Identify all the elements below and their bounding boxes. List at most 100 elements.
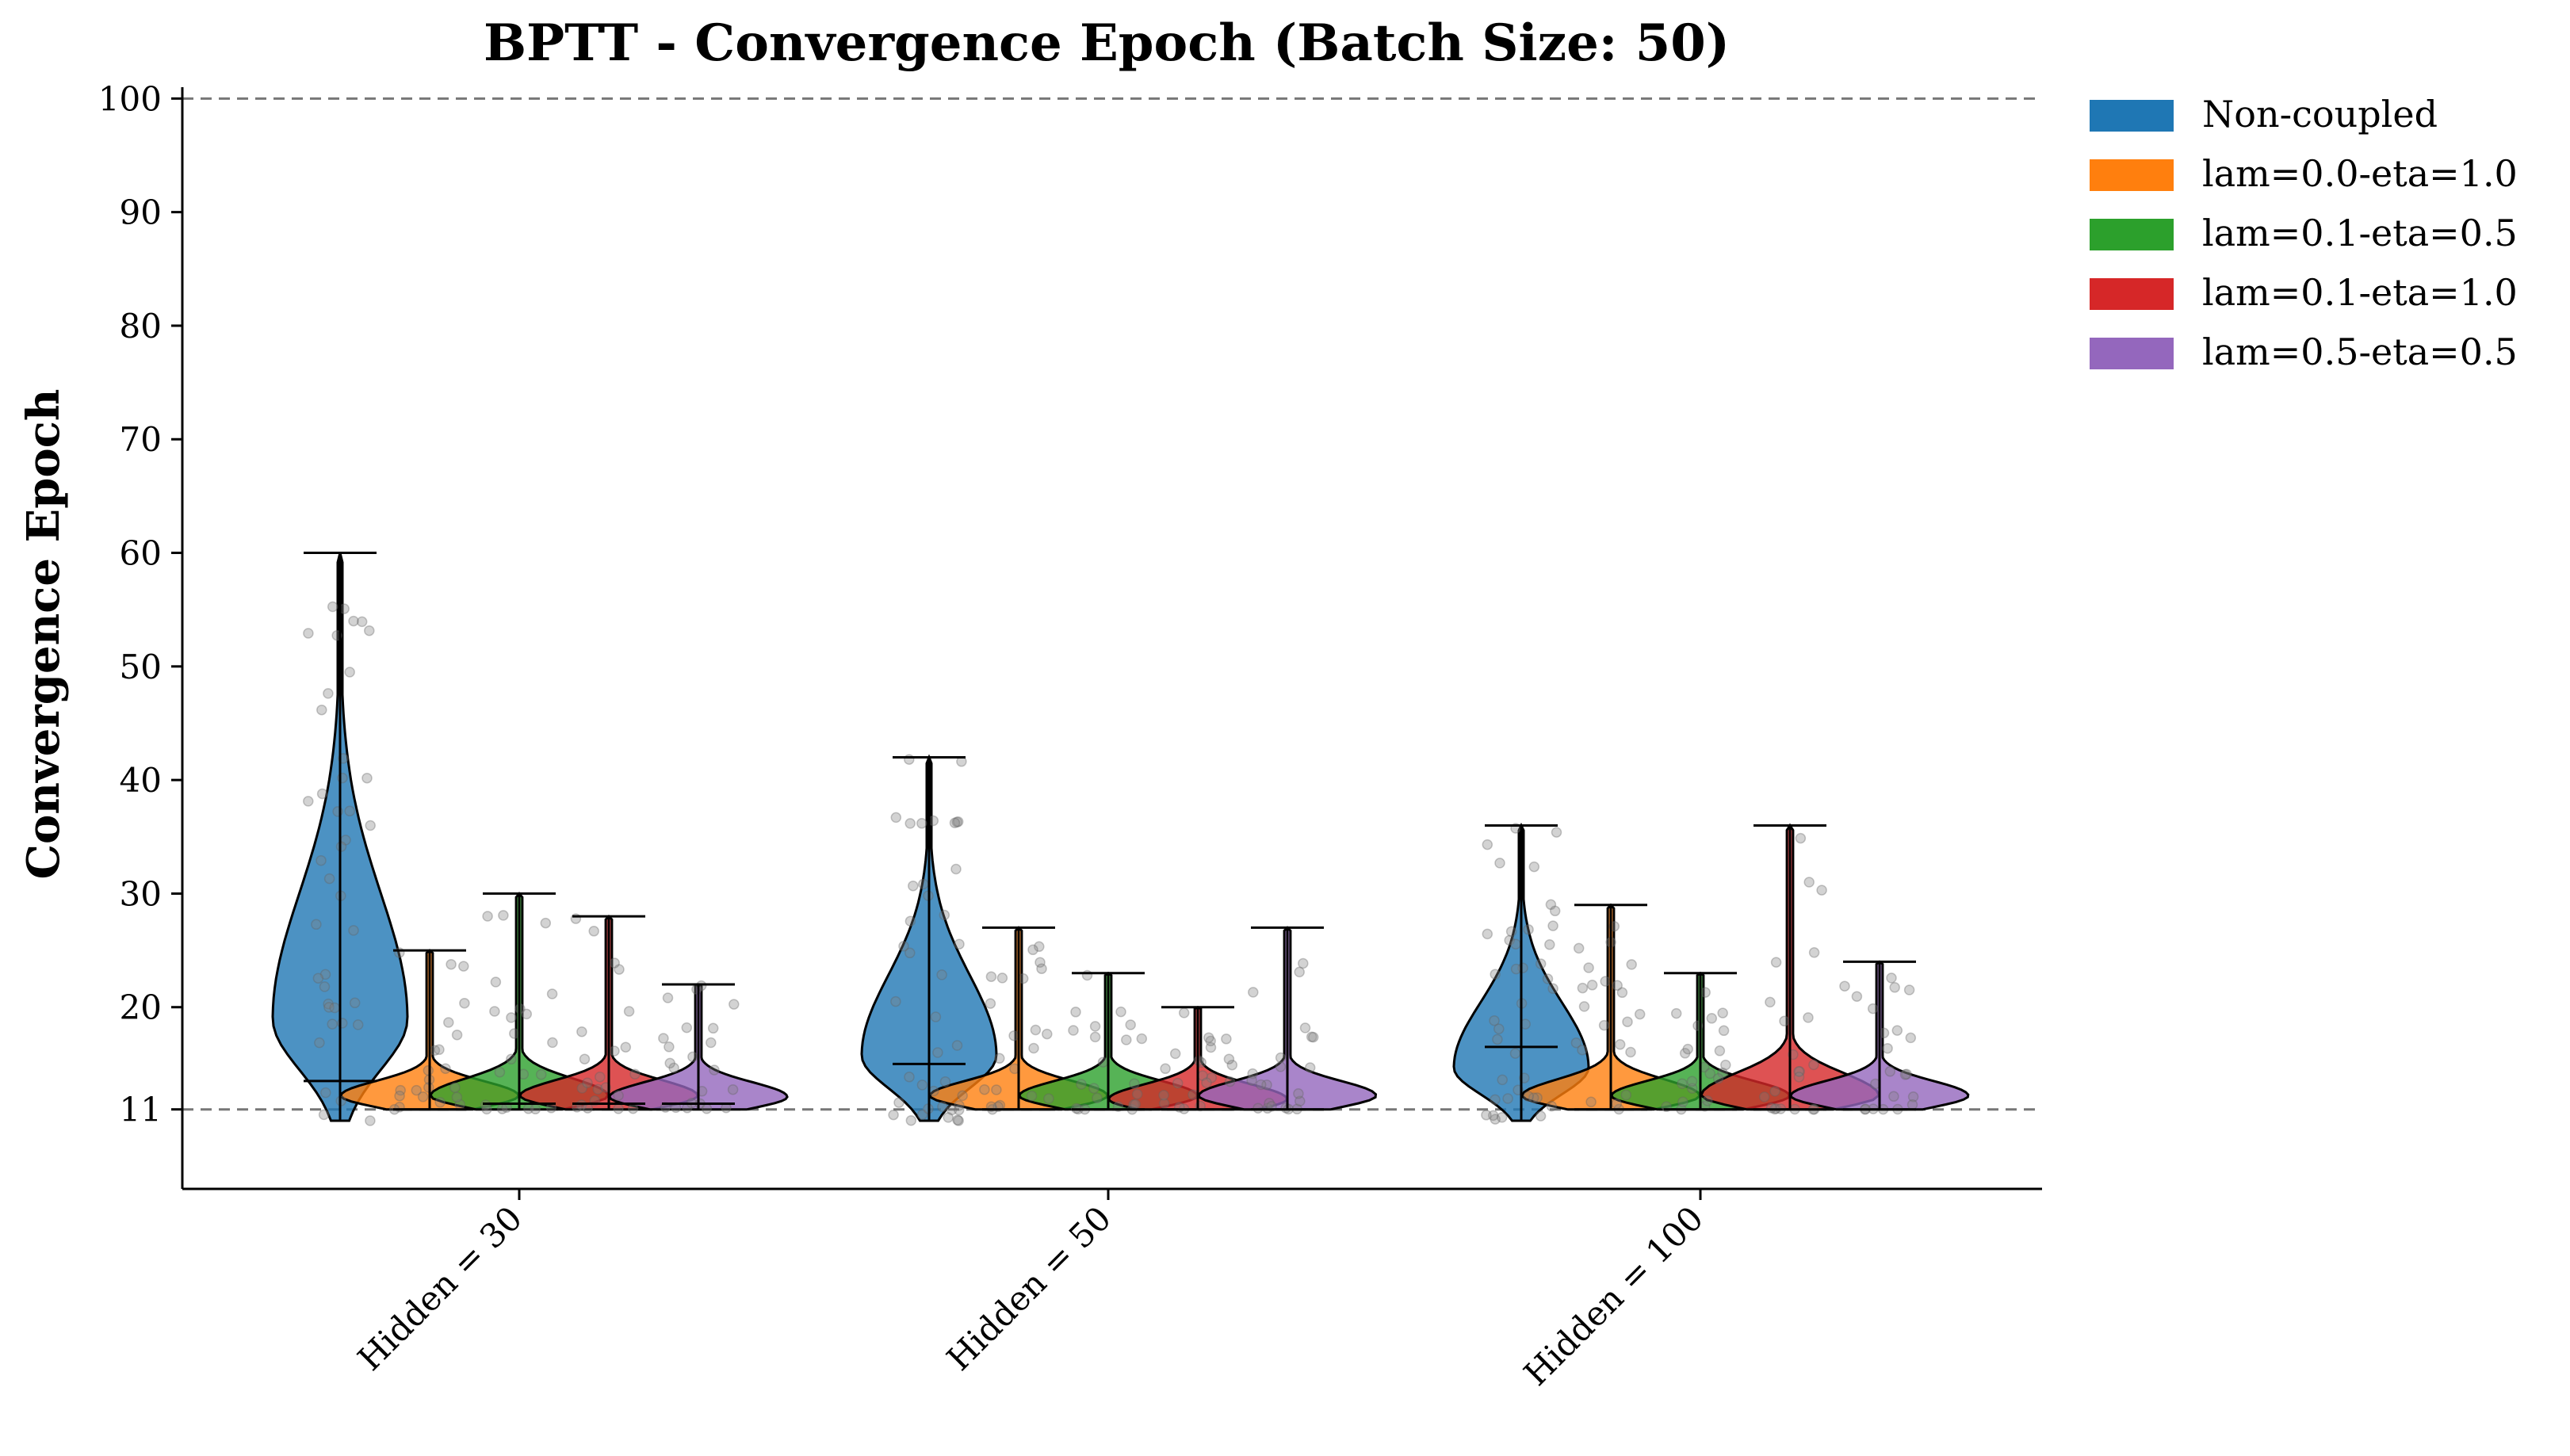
y-tick-label: 60	[120, 534, 162, 573]
data-point	[1704, 1068, 1715, 1080]
data-point	[949, 817, 961, 828]
data-point	[1307, 1031, 1319, 1043]
data-point	[1570, 1037, 1582, 1049]
data-point	[320, 1087, 331, 1099]
data-point	[729, 999, 740, 1010]
data-point	[1203, 1032, 1214, 1043]
data-point	[1907, 1091, 1919, 1103]
data-point	[1089, 1021, 1101, 1032]
data-point	[1839, 980, 1850, 992]
data-point	[952, 1114, 963, 1125]
data-point	[365, 1115, 376, 1126]
data-point	[620, 1041, 632, 1053]
data-point	[458, 961, 469, 972]
data-point	[1679, 1048, 1691, 1059]
data-point	[1547, 983, 1558, 995]
data-point	[1070, 1007, 1081, 1018]
data-point	[1546, 1100, 1558, 1112]
data-point	[1586, 980, 1598, 991]
data-point	[1502, 1093, 1513, 1104]
data-point	[1765, 1103, 1777, 1114]
data-point	[1482, 839, 1493, 850]
data-point	[356, 616, 368, 628]
data-point	[498, 910, 509, 921]
data-point	[1682, 1043, 1693, 1055]
data-point	[1299, 1022, 1311, 1034]
data-point	[1851, 991, 1863, 1002]
data-point	[451, 1029, 463, 1041]
data-point	[1611, 1098, 1623, 1110]
data-point	[582, 1077, 593, 1088]
data-point	[1036, 963, 1047, 974]
y-tick-label: 50	[120, 648, 162, 686]
data-point	[994, 1053, 1005, 1064]
data-point	[451, 1091, 463, 1103]
data-point	[1043, 1093, 1054, 1104]
data-point	[323, 688, 334, 699]
data-point	[1224, 1076, 1236, 1087]
data-point	[681, 1022, 693, 1034]
data-point	[1758, 1091, 1770, 1103]
data-point	[494, 1066, 506, 1078]
data-point	[893, 1097, 904, 1108]
legend-label: Non-coupled	[2202, 93, 2438, 136]
data-point	[434, 1097, 446, 1108]
data-point	[904, 1072, 915, 1083]
data-point	[1888, 1091, 1899, 1103]
data-point	[579, 1053, 591, 1064]
data-point	[1130, 1099, 1142, 1110]
data-point	[952, 816, 964, 827]
y-tick-label: 40	[120, 761, 162, 800]
data-point	[950, 863, 962, 875]
data-point	[1542, 973, 1554, 984]
data-point	[1547, 920, 1558, 931]
data-point	[303, 796, 314, 807]
data-point	[1803, 877, 1815, 888]
data-point	[1226, 1059, 1238, 1071]
data-point	[1490, 1094, 1501, 1106]
data-point	[979, 1083, 990, 1095]
data-point	[627, 1103, 639, 1114]
data-point	[303, 628, 314, 639]
data-point	[916, 1109, 928, 1121]
data-point	[1808, 1059, 1819, 1071]
legend-label: lam=0.0-eta=1.0	[2202, 152, 2518, 195]
data-point	[440, 1063, 451, 1074]
y-tick-label: 90	[120, 193, 162, 232]
data-point	[1275, 1061, 1287, 1072]
data-point	[930, 1011, 942, 1022]
data-point	[1867, 1003, 1879, 1015]
data-point	[1578, 1001, 1590, 1012]
data-point	[1034, 941, 1045, 953]
data-point	[1497, 1074, 1508, 1086]
data-point	[1201, 1077, 1212, 1088]
data-point	[1027, 944, 1038, 956]
data-point	[1493, 1023, 1505, 1034]
data-point	[1614, 1039, 1626, 1050]
data-point	[595, 1071, 606, 1083]
data-point	[1585, 1096, 1597, 1108]
data-point	[1528, 861, 1540, 873]
data-point	[991, 1084, 1002, 1095]
data-point	[623, 1006, 635, 1017]
data-point	[937, 1101, 948, 1113]
data-point	[1187, 1089, 1199, 1100]
data-point	[727, 1083, 739, 1095]
data-point	[1092, 1092, 1103, 1104]
data-point	[1035, 957, 1046, 968]
data-point	[613, 1103, 624, 1114]
data-point	[709, 1064, 720, 1076]
x-tick-label: Hidden = 50	[939, 1198, 1119, 1378]
data-point	[1174, 1102, 1185, 1113]
data-point	[344, 667, 355, 678]
data-point	[576, 1083, 588, 1094]
data-point	[1717, 1007, 1728, 1018]
legend: Non-coupled lam=0.0-eta=1.0 lam=0.1-eta=0.…	[2090, 93, 2518, 373]
data-point	[1535, 958, 1547, 969]
data-point	[365, 820, 376, 831]
data-point	[1492, 1034, 1503, 1045]
data-point	[592, 1083, 604, 1095]
data-point	[1246, 1075, 1257, 1086]
data-point	[662, 992, 674, 1003]
